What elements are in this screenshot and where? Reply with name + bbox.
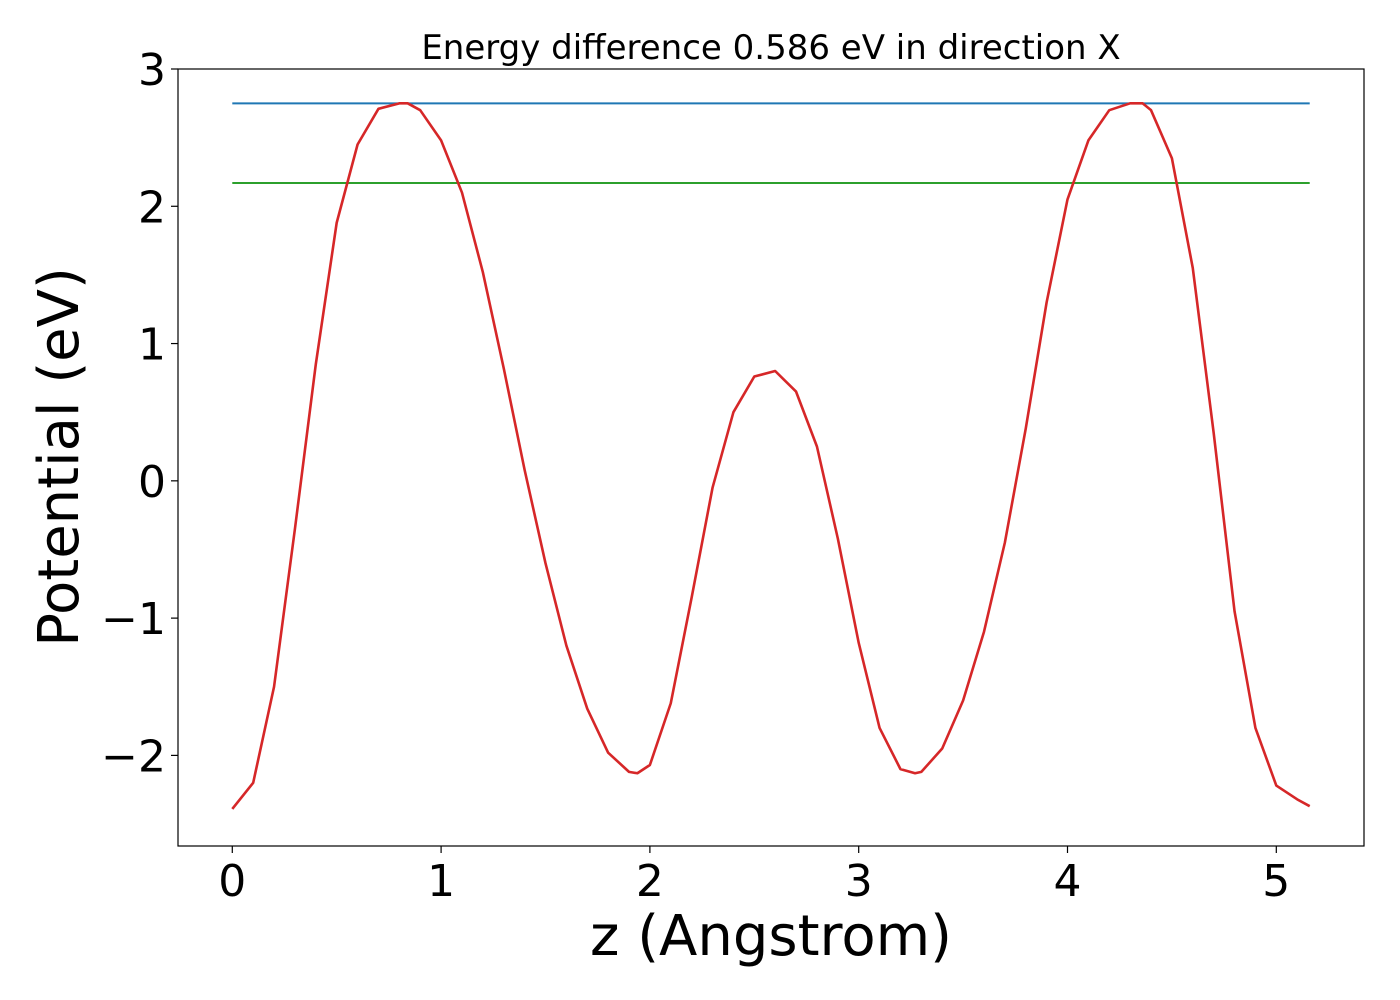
y-tick-label: 0 <box>138 457 166 508</box>
y-tick-label: 3 <box>138 45 166 96</box>
x-tick-label: 5 <box>1262 856 1290 907</box>
x-axis-label: z (Angstrom) <box>590 904 952 969</box>
y-axis-label: Potential (eV) <box>27 267 92 647</box>
y-tick-label: 1 <box>138 320 166 371</box>
y-tick-label: −2 <box>101 731 166 782</box>
x-tick-label: 1 <box>427 856 455 907</box>
plot-frame <box>177 68 1365 847</box>
x-tick-label: 4 <box>1054 856 1082 907</box>
chart-title: Energy difference 0.586 eV in direction … <box>421 28 1120 68</box>
y-axis: −2 −1 0 1 2 3 <box>101 45 178 782</box>
x-tick-label: 3 <box>845 856 873 907</box>
x-tick-label: 0 <box>218 856 246 907</box>
x-axis: 0 1 2 3 4 5 <box>218 846 1290 907</box>
x-tick-label: 2 <box>636 856 664 907</box>
y-tick-label: 2 <box>138 182 166 233</box>
y-tick-label: −1 <box>101 594 166 645</box>
series-line-2 <box>231 102 1311 810</box>
